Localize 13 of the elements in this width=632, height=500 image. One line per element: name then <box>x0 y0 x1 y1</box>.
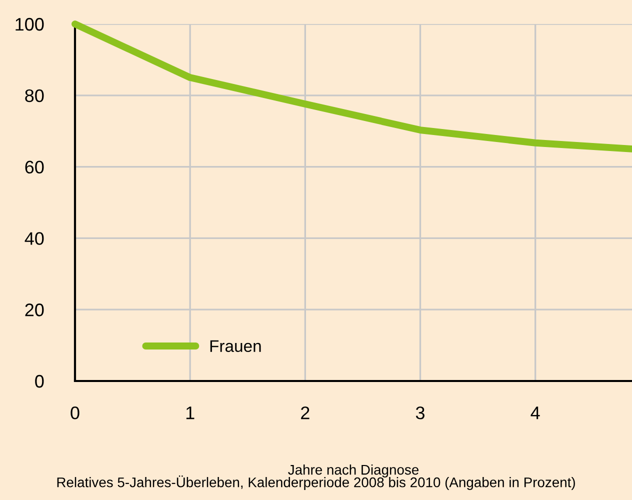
x-tick-label: 4 <box>530 406 540 420</box>
x-tick-label: 0 <box>70 406 80 420</box>
x-axis-title: Jahre nach Diagnose <box>288 464 419 478</box>
x-tick-label: 3 <box>416 406 424 420</box>
y-tick-label: 20 <box>25 304 44 316</box>
y-tick-label: 0 <box>35 374 44 388</box>
y-tick-label: 40 <box>24 232 44 245</box>
y-tick-label: 100 <box>16 18 44 31</box>
x-tick-label: 2 <box>301 406 310 420</box>
y-tick-label: 80 <box>25 89 44 102</box>
x-tick-label: 1 <box>186 406 194 420</box>
y-tick-label: 60 <box>25 160 44 174</box>
legend-label: Frauen <box>210 340 261 352</box>
